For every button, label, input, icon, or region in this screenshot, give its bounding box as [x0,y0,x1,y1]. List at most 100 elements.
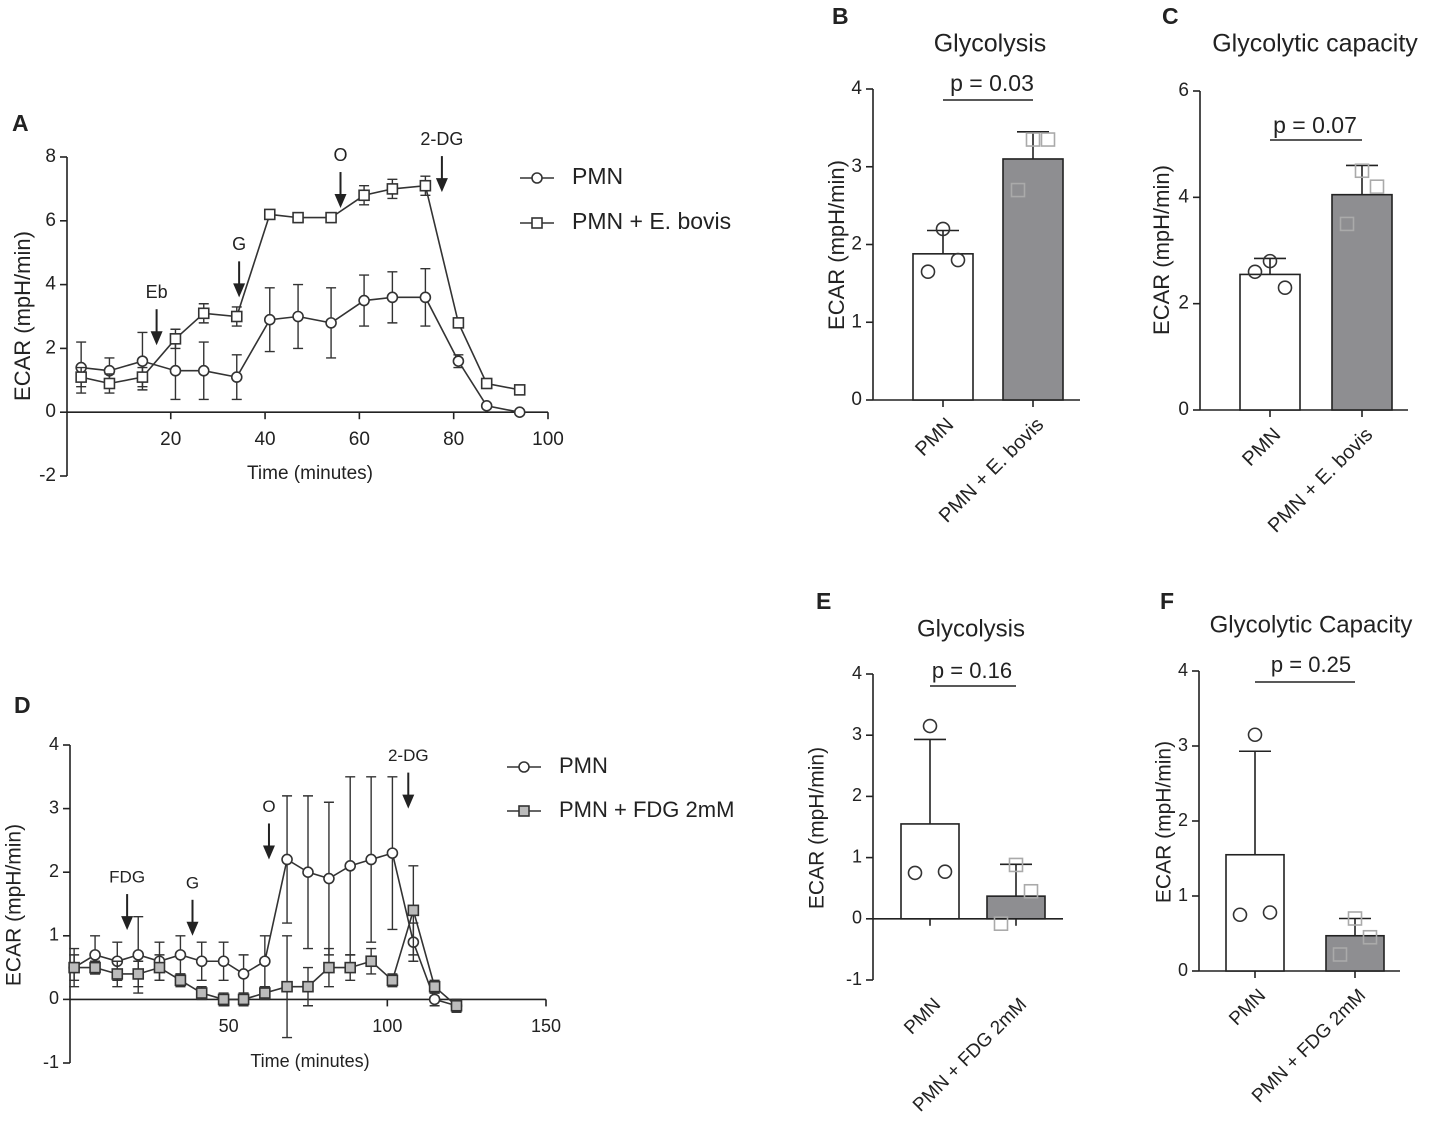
arrow-head [150,331,163,346]
y-tick-label: 0 [49,988,59,1008]
annotation: FDG [109,868,145,887]
data-point [174,974,187,987]
data-point [132,968,145,980]
y-axis-label: ECAR (mpH/min) [1149,165,1174,335]
error-bar [1000,863,1032,897]
data-point [263,313,276,326]
y-tick-label: 0 [852,908,862,928]
data-point [452,355,465,367]
data-point [1262,253,1278,269]
bar [1239,273,1301,411]
annotation: O [334,145,348,165]
data-point [920,264,936,280]
x-axis-label: Time (minutes) [250,1051,369,1071]
data-point [75,371,87,383]
p-value: p = 0.07 [1273,112,1357,138]
y-axis-label: ECAR (mpH/min) [824,160,849,330]
annotation: O [262,797,275,816]
y-tick-label: 6 [45,210,56,231]
y-tick-label: 0 [851,389,862,410]
error-bar [1239,750,1271,855]
x-tick-label: 150 [531,1016,561,1036]
error-bar [927,229,959,254]
y-tick-label: 1 [852,846,862,866]
arrow-head [435,178,448,193]
data-point [197,364,210,377]
data-point [325,211,337,224]
arrow-head [402,794,415,809]
data-point [1262,905,1278,920]
data-point [993,916,1009,931]
panel-label: F [1160,588,1174,614]
data-point [292,310,304,323]
data-point [1347,911,1363,926]
y-tick-label: 2 [45,337,56,358]
bar [1325,934,1385,972]
x-tick-label: PMN [911,414,958,461]
error-bar [1346,164,1378,195]
y-tick-label: 1 [1178,885,1188,905]
data-point [217,955,230,968]
data-point [386,974,399,987]
chart-title: Glycolytic capacity [1212,30,1418,58]
data-point [169,333,182,345]
annotation: 2-DG [388,746,429,765]
y-tick-label: 3 [852,724,862,744]
data-point [950,252,966,268]
y-tick-label: 2 [851,234,862,255]
data-point [428,980,441,993]
bar [986,895,1046,920]
legend-marker [531,172,543,184]
data-point [428,993,441,1006]
y-tick-label: 4 [1178,660,1188,680]
data-point [325,317,337,329]
data-point [195,955,208,968]
x-axis-label: Time (minutes) [247,463,373,484]
data-point [452,317,465,329]
data-point [174,949,187,961]
data-point [386,183,399,195]
p-value: p = 0.25 [1271,652,1351,677]
data-point [302,866,314,879]
data-point [136,371,149,383]
error-bar [1339,917,1371,936]
data-point [237,968,250,980]
arrow-head [186,921,199,936]
data-point [407,904,420,917]
y-tick-label: 2 [49,861,59,881]
annotation: G [186,873,199,892]
data-point [1277,280,1293,296]
error-bar [1254,257,1286,275]
data-point [230,310,243,323]
x-tick-label: 50 [219,1016,239,1036]
x-tick-label: 100 [372,1016,402,1036]
data-point [1354,163,1370,179]
data-point [136,355,149,367]
x-tick-label: 40 [254,429,275,450]
data-point [358,189,370,202]
annotation: 2-DG [420,129,463,149]
chart-title: Glycolysis [917,615,1025,642]
data-point [922,718,938,734]
data-point [1040,132,1056,147]
y-tick-label: 0 [1178,960,1188,980]
y-tick-label: 6 [1178,80,1189,101]
data-point [1247,264,1263,280]
legend-label: PMN [559,753,608,778]
data-point [281,853,293,866]
y-tick-label: 1 [49,925,59,945]
arrow-head [121,916,134,931]
data-point [89,949,101,961]
x-tick-label: 20 [160,429,181,450]
data-point [153,961,166,974]
y-axis-label: ECAR (mpH/min) [3,824,26,986]
y-tick-label: 4 [851,78,862,99]
data-point [419,179,432,192]
data-point [935,221,951,237]
panel-label: E [816,588,831,614]
data-point [450,999,463,1012]
arrow-head [334,194,347,209]
x-tick-label: 100 [532,429,564,450]
y-axis-label: ECAR (mpH/min) [806,747,829,909]
